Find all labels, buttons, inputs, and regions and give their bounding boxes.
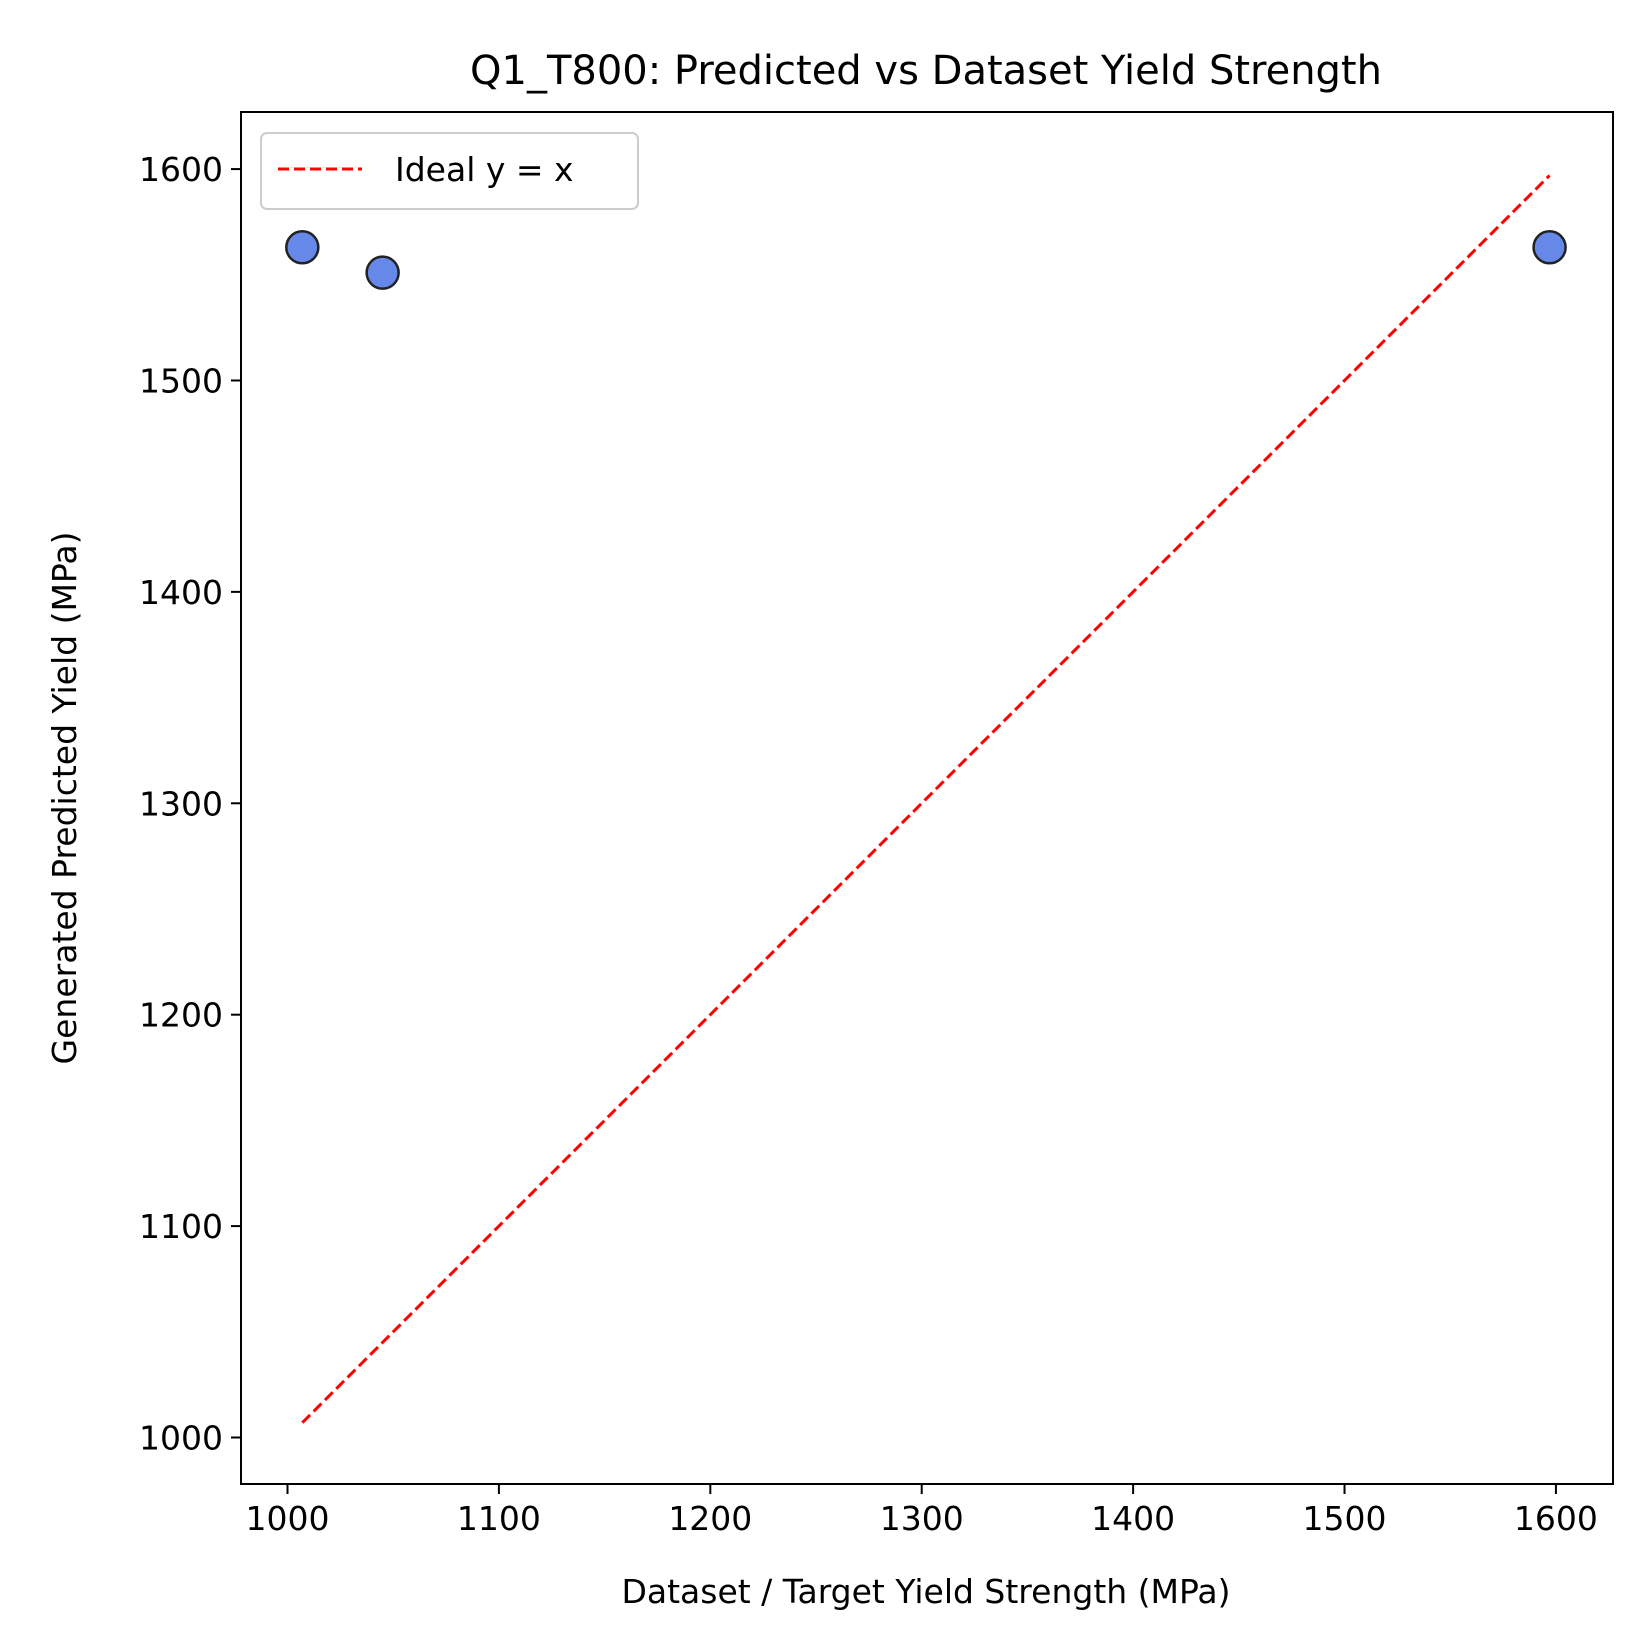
y-tick-label: 1300 — [139, 784, 223, 823]
y-tick-label: 1000 — [139, 1418, 223, 1457]
legend-label: Ideal y = x — [395, 150, 574, 189]
y-axis-label: Generated Predicted Yield (MPa) — [45, 532, 84, 1065]
chart-title: Q1_T800: Predicted vs Dataset Yield Stre… — [470, 48, 1382, 94]
scatter-point — [285, 230, 320, 265]
y-tick-label: 1600 — [139, 150, 223, 189]
y-tick-label: 1500 — [139, 361, 223, 400]
x-axis: 1000 1100 1200 1300 1400 1500 1600 — [246, 1484, 1598, 1538]
plot-area — [285, 174, 1567, 1424]
y-tick-label: 1400 — [139, 573, 223, 612]
axes-frame — [240, 111, 1614, 1485]
x-tick-label: 1500 — [1303, 1499, 1387, 1538]
x-axis-label: Dataset / Target Yield Strength (MPa) — [621, 1572, 1230, 1611]
x-tick-label: 1600 — [1514, 1499, 1598, 1538]
legend: Ideal y = x — [260, 132, 639, 210]
ideal-line — [301, 174, 1551, 1424]
scatter-point — [365, 255, 400, 290]
y-axis: 1000 1100 1200 1300 1400 1500 1600 — [139, 150, 241, 1457]
x-tick-label: 1200 — [668, 1499, 752, 1538]
x-tick-label: 1100 — [457, 1499, 541, 1538]
x-tick-label: 1400 — [1091, 1499, 1175, 1538]
y-tick-label: 1100 — [139, 1207, 223, 1246]
x-tick-label: 1000 — [246, 1499, 330, 1538]
legend-box — [260, 132, 639, 210]
y-tick-label: 1200 — [139, 996, 223, 1035]
scatter-point — [1532, 230, 1567, 265]
x-tick-label: 1300 — [880, 1499, 964, 1538]
